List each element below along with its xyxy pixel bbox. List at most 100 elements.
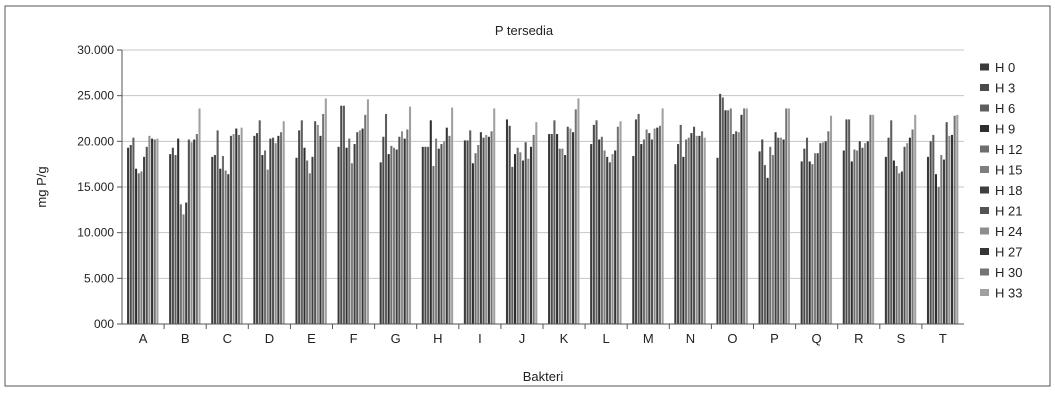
bar bbox=[182, 214, 185, 324]
x-tick-label: M bbox=[643, 331, 654, 346]
bar bbox=[813, 153, 817, 324]
bar bbox=[306, 160, 309, 324]
bar bbox=[129, 144, 132, 324]
bar bbox=[634, 119, 637, 324]
bar bbox=[358, 130, 361, 324]
bar bbox=[956, 114, 959, 324]
bar bbox=[342, 105, 345, 325]
bar bbox=[895, 165, 898, 324]
bar bbox=[264, 150, 267, 324]
bar bbox=[703, 137, 706, 324]
bar bbox=[266, 169, 269, 324]
bar bbox=[421, 146, 424, 324]
bar bbox=[648, 133, 651, 324]
bar bbox=[392, 147, 396, 324]
bar bbox=[569, 128, 572, 324]
bar bbox=[934, 174, 938, 324]
bar bbox=[221, 155, 224, 324]
bar bbox=[513, 154, 517, 324]
x-tick-label: R bbox=[854, 331, 863, 346]
y-tick-label: 5.000 bbox=[84, 271, 114, 285]
bar bbox=[148, 135, 151, 324]
bar bbox=[611, 154, 614, 324]
bar bbox=[926, 156, 930, 324]
legend-swatch bbox=[980, 84, 989, 91]
bar bbox=[403, 138, 406, 324]
bar bbox=[448, 135, 451, 324]
bar bbox=[535, 122, 538, 325]
bar bbox=[911, 129, 914, 324]
bar bbox=[864, 143, 867, 324]
y-tick-label: 25.000 bbox=[77, 89, 114, 103]
bar bbox=[858, 141, 861, 324]
x-tick-label: C bbox=[223, 331, 232, 346]
bar bbox=[929, 141, 932, 324]
bar bbox=[314, 121, 317, 325]
bar bbox=[914, 114, 917, 324]
bar bbox=[782, 139, 785, 324]
bar bbox=[687, 137, 690, 324]
x-tick-label: P bbox=[770, 331, 779, 346]
bar bbox=[466, 140, 469, 324]
bar bbox=[900, 171, 903, 324]
bar bbox=[324, 98, 327, 324]
bar bbox=[298, 130, 301, 324]
legend-label: H 6 bbox=[995, 101, 1015, 116]
bar bbox=[645, 129, 648, 324]
legend-swatch bbox=[980, 186, 989, 194]
bar bbox=[866, 141, 869, 324]
bar bbox=[187, 139, 190, 324]
bar bbox=[440, 144, 443, 324]
bar bbox=[698, 135, 701, 324]
x-tick-label: N bbox=[686, 331, 695, 346]
bar bbox=[253, 135, 256, 324]
y-tick-label: 10.000 bbox=[77, 226, 114, 240]
x-tick-label: J bbox=[519, 331, 526, 346]
bar bbox=[379, 162, 382, 324]
bar bbox=[761, 139, 764, 324]
bar bbox=[682, 156, 685, 324]
bar bbox=[185, 202, 188, 324]
legend: H 0 H 3 H 6 H 9 H 12 H 15 H 18 H 21 H 24 H 27 H 30… bbox=[980, 60, 1022, 301]
bar bbox=[308, 173, 311, 324]
bar bbox=[240, 127, 243, 324]
bar bbox=[474, 153, 477, 324]
bar bbox=[740, 114, 743, 324]
bar bbox=[137, 173, 140, 324]
bar bbox=[553, 120, 556, 324]
legend-label: H 3 bbox=[995, 81, 1015, 96]
legend-swatch bbox=[980, 268, 989, 276]
legend-label: H 27 bbox=[995, 245, 1022, 260]
bar bbox=[511, 166, 514, 324]
bar bbox=[193, 139, 196, 324]
bar bbox=[763, 165, 766, 324]
bar bbox=[272, 137, 275, 324]
bar bbox=[274, 143, 277, 324]
bar bbox=[482, 137, 485, 324]
bar bbox=[261, 155, 264, 324]
bar bbox=[345, 147, 348, 324]
bar bbox=[316, 124, 319, 324]
bar bbox=[235, 128, 238, 324]
bar bbox=[595, 120, 598, 324]
bar bbox=[608, 162, 611, 324]
bar bbox=[490, 131, 493, 324]
bar bbox=[819, 143, 822, 324]
y-tick-label: 20.000 bbox=[77, 134, 114, 148]
bar bbox=[408, 106, 412, 324]
x-tick-label: I bbox=[478, 331, 482, 346]
bar bbox=[145, 146, 148, 324]
bar bbox=[508, 125, 511, 324]
legend-label: H 33 bbox=[995, 286, 1022, 301]
y-axis-label: mg P/g bbox=[34, 166, 49, 207]
bar bbox=[174, 155, 177, 324]
bar bbox=[350, 163, 353, 324]
bar bbox=[805, 137, 809, 324]
bar bbox=[716, 157, 719, 324]
bar bbox=[848, 119, 851, 324]
bar bbox=[566, 126, 569, 324]
bar bbox=[887, 137, 890, 324]
bar bbox=[258, 120, 261, 324]
bars bbox=[127, 93, 959, 325]
bar bbox=[556, 134, 559, 324]
